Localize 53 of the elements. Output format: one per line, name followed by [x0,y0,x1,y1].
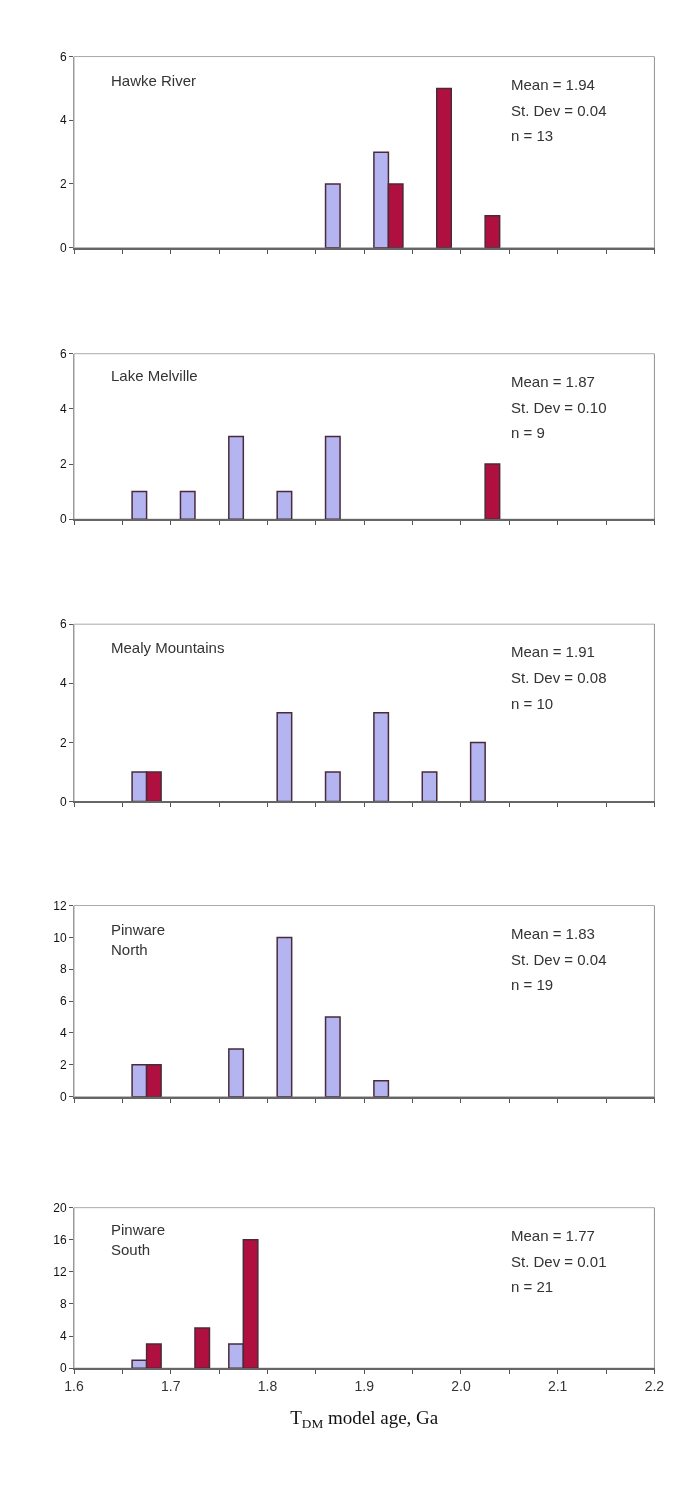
annotation: St. Dev = 0.04 [511,102,607,119]
y-tick-label: 6 [59,49,67,64]
y-tick-label: 12 [53,1265,67,1280]
annotation: n = 19 [511,976,554,993]
y-tick-label: 12 [53,898,67,913]
y-tick-label: 0 [59,512,67,527]
x-tick-label: 2.1 [547,1377,568,1394]
text: Mealy Mountains [111,639,225,656]
y-tick-label: 10 [53,930,67,945]
y-tick-label: 2 [59,177,67,192]
y-tick-label: 4 [59,1026,67,1041]
text: Pinware North [111,921,166,958]
y-tick-label: 0 [59,1089,67,1104]
annotation: Mean = 1.94 [511,76,595,93]
y-tick-label: 0 [59,1361,67,1376]
y-tick-label: 6 [59,994,67,1009]
annotation: St. Dev = 0.10 [511,399,607,416]
x-tick-label: 1.7 [161,1377,181,1394]
y-tick-label: 2 [59,1058,67,1073]
y-tick-label: 20 [53,1200,67,1215]
annotation: Mean = 1.77 [511,1227,595,1244]
y-tick-label: 16 [53,1232,67,1247]
annotation: n = 10 [511,695,554,712]
y-tick-label: 0 [59,794,67,809]
x-tick-label: 1.6 [64,1377,84,1394]
annotation: n = 21 [511,1278,554,1295]
y-tick-label: 6 [59,346,67,361]
y-tick-label: 4 [59,676,67,691]
x-tick-label: 2.0 [451,1377,471,1394]
annotation: St. Dev = 0.04 [511,951,607,968]
x-axis-title: T$_{DM}$ model age, Ga [290,1407,439,1432]
annotation: Mean = 1.83 [511,925,595,942]
text: Hawke River [111,72,197,89]
x-tick-label: 1.9 [354,1377,375,1394]
y-tick-label: 8 [59,1297,67,1312]
y-tick-label: 2 [59,457,67,472]
y-tick-label: 0 [59,240,67,255]
annotation: Mean = 1.91 [511,643,595,660]
x-tick-label: 2.2 [644,1377,665,1394]
x-tick-label: 1.8 [257,1377,278,1394]
annotation: n = 9 [511,424,545,441]
y-tick-label: 8 [59,962,67,977]
annotation: n = 13 [511,127,554,144]
annotation: Mean = 1.87 [511,373,595,390]
text: Pinware South [111,1221,166,1258]
annotation: St. Dev = 0.01 [511,1253,607,1270]
y-tick-label: 4 [59,113,67,128]
y-tick-label: 4 [59,402,67,417]
y-tick-label: 2 [59,735,67,750]
annotation: St. Dev = 0.08 [511,669,607,686]
y-tick-label: 4 [59,1329,67,1344]
y-tick-label: 6 [59,617,67,632]
text: Lake Melville [111,367,198,384]
